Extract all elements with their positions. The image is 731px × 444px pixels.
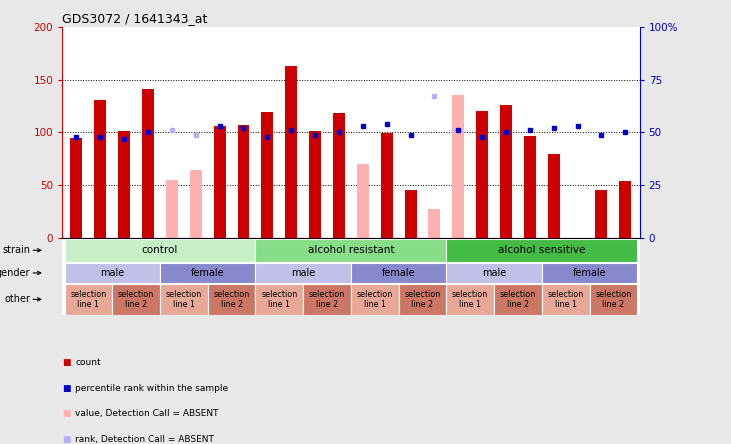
- Bar: [113, 284, 160, 315]
- Bar: [238, 125, 249, 238]
- Bar: [542, 263, 637, 283]
- Bar: [303, 284, 351, 315]
- Bar: [333, 113, 345, 238]
- Bar: [213, 126, 226, 238]
- Text: rank, Detection Call = ABSENT: rank, Detection Call = ABSENT: [75, 435, 214, 444]
- Bar: [160, 284, 208, 315]
- Bar: [255, 263, 351, 283]
- Bar: [404, 190, 417, 238]
- Bar: [70, 138, 83, 238]
- Text: male: male: [100, 268, 124, 278]
- Text: alcohol resistant: alcohol resistant: [308, 245, 394, 255]
- Text: female: female: [382, 268, 415, 278]
- Text: selection
line 1: selection line 1: [357, 289, 393, 309]
- Text: selection
line 2: selection line 2: [404, 289, 441, 309]
- Text: selection
line 1: selection line 1: [548, 289, 584, 309]
- Bar: [596, 190, 607, 238]
- Bar: [262, 112, 273, 238]
- Bar: [494, 284, 542, 315]
- Bar: [524, 135, 536, 238]
- Text: ■: ■: [62, 409, 71, 418]
- Text: female: female: [572, 268, 606, 278]
- Bar: [142, 89, 154, 238]
- Bar: [357, 164, 368, 238]
- Text: ■: ■: [62, 384, 71, 392]
- Text: gender: gender: [0, 268, 31, 278]
- Bar: [447, 263, 542, 283]
- Text: selection
line 1: selection line 1: [70, 289, 107, 309]
- Text: selection
line 2: selection line 2: [500, 289, 536, 309]
- Bar: [476, 111, 488, 238]
- Bar: [452, 95, 464, 238]
- Bar: [398, 284, 447, 315]
- Bar: [64, 284, 113, 315]
- Bar: [351, 284, 398, 315]
- Text: GDS3072 / 1641343_at: GDS3072 / 1641343_at: [62, 12, 208, 25]
- Text: ■: ■: [62, 358, 71, 367]
- Text: male: male: [482, 268, 506, 278]
- Bar: [166, 180, 178, 238]
- Text: strain: strain: [2, 245, 31, 255]
- Text: selection
line 2: selection line 2: [213, 289, 250, 309]
- Text: other: other: [4, 294, 31, 305]
- Bar: [548, 154, 560, 238]
- Text: male: male: [291, 268, 315, 278]
- Bar: [500, 105, 512, 238]
- Bar: [309, 131, 321, 238]
- Bar: [208, 284, 255, 315]
- Bar: [542, 284, 589, 315]
- Bar: [255, 239, 447, 262]
- Text: value, Detection Call = ABSENT: value, Detection Call = ABSENT: [75, 409, 219, 418]
- Text: female: female: [191, 268, 224, 278]
- Bar: [351, 263, 447, 283]
- Bar: [589, 284, 637, 315]
- Text: selection
line 2: selection line 2: [595, 289, 632, 309]
- Bar: [428, 209, 440, 238]
- Bar: [190, 170, 202, 238]
- Bar: [64, 239, 255, 262]
- Text: selection
line 2: selection line 2: [118, 289, 154, 309]
- Text: selection
line 1: selection line 1: [452, 289, 488, 309]
- Bar: [160, 263, 255, 283]
- Bar: [447, 239, 637, 262]
- Text: selection
line 1: selection line 1: [166, 289, 202, 309]
- Bar: [381, 134, 393, 238]
- Text: ■: ■: [62, 435, 71, 444]
- Text: control: control: [142, 245, 178, 255]
- Text: selection
line 1: selection line 1: [261, 289, 298, 309]
- Text: selection
line 2: selection line 2: [309, 289, 345, 309]
- Bar: [94, 99, 106, 238]
- Text: percentile rank within the sample: percentile rank within the sample: [75, 384, 228, 392]
- Bar: [118, 131, 130, 238]
- Text: alcohol sensitive: alcohol sensitive: [498, 245, 586, 255]
- Bar: [64, 263, 160, 283]
- Bar: [619, 181, 632, 238]
- Bar: [447, 284, 494, 315]
- Bar: [255, 284, 303, 315]
- Bar: [285, 66, 298, 238]
- Text: count: count: [75, 358, 101, 367]
